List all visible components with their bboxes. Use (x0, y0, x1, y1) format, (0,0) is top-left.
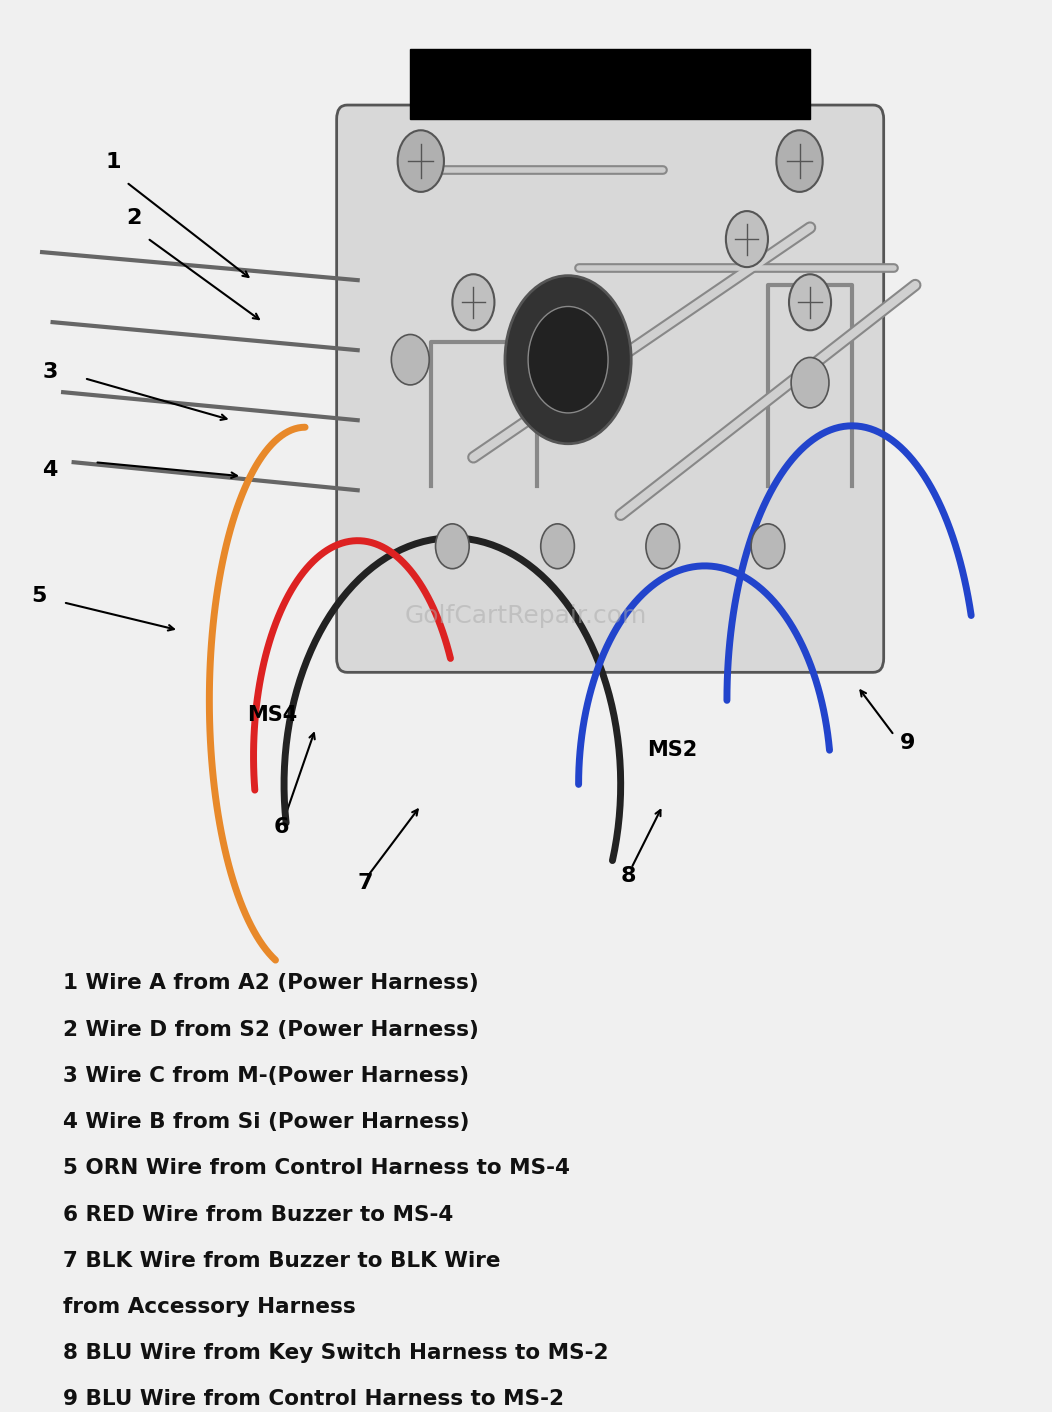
Text: 4 Wire B from Si (Power Harness): 4 Wire B from Si (Power Harness) (63, 1113, 469, 1132)
Text: 1 Wire A from A2 (Power Harness): 1 Wire A from A2 (Power Harness) (63, 973, 479, 994)
Circle shape (452, 274, 494, 330)
Circle shape (541, 524, 574, 569)
Text: 6 RED Wire from Buzzer to MS-4: 6 RED Wire from Buzzer to MS-4 (63, 1204, 453, 1224)
Text: 2: 2 (126, 208, 142, 229)
Text: 9 BLU Wire from Control Harness to MS-2: 9 BLU Wire from Control Harness to MS-2 (63, 1389, 564, 1409)
Text: 8 BLU Wire from Key Switch Harness to MS-2: 8 BLU Wire from Key Switch Harness to MS… (63, 1343, 609, 1363)
Circle shape (528, 306, 608, 412)
Text: 6: 6 (274, 818, 289, 837)
Circle shape (791, 357, 829, 408)
Text: GolfCartRepair.com: GolfCartRepair.com (405, 604, 647, 628)
Circle shape (751, 524, 785, 569)
Text: 1: 1 (105, 152, 121, 172)
Text: 8: 8 (621, 867, 636, 887)
Text: from Accessory Harness: from Accessory Harness (63, 1298, 356, 1317)
Text: 9: 9 (899, 733, 915, 754)
Text: 4: 4 (42, 460, 58, 480)
Text: 5 ORN Wire from Control Harness to MS-4: 5 ORN Wire from Control Harness to MS-4 (63, 1158, 570, 1179)
Circle shape (776, 130, 823, 192)
Circle shape (646, 524, 680, 569)
Circle shape (505, 275, 631, 443)
Text: 3 Wire C from M-(Power Harness): 3 Wire C from M-(Power Harness) (63, 1066, 469, 1086)
Circle shape (726, 210, 768, 267)
Text: 3: 3 (42, 363, 58, 383)
Circle shape (789, 274, 831, 330)
Circle shape (398, 130, 444, 192)
Circle shape (391, 335, 429, 385)
Text: MS2: MS2 (647, 740, 697, 761)
Text: MS4: MS4 (247, 706, 298, 726)
Text: 7: 7 (358, 874, 373, 894)
FancyBboxPatch shape (410, 49, 810, 119)
Text: 2 Wire D from S2 (Power Harness): 2 Wire D from S2 (Power Harness) (63, 1019, 479, 1039)
Circle shape (436, 524, 469, 569)
FancyBboxPatch shape (337, 104, 884, 672)
Text: 7 BLK Wire from Buzzer to BLK Wire: 7 BLK Wire from Buzzer to BLK Wire (63, 1251, 501, 1271)
Text: 5: 5 (32, 586, 47, 606)
